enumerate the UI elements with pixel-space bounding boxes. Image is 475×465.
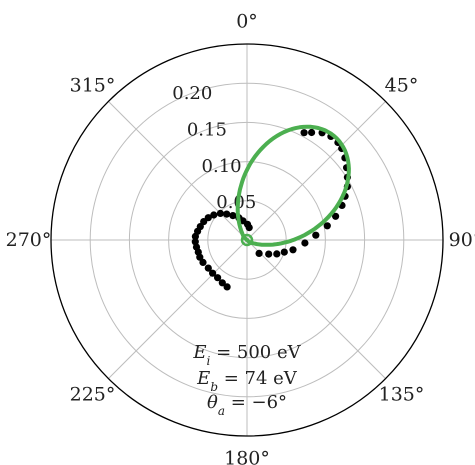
data-point [245, 224, 253, 232]
data-point [255, 249, 263, 257]
polar-grid [50, 43, 444, 437]
angular-gridline-7 [108, 101, 248, 241]
fit-curve-lobe [235, 124, 351, 247]
data-point [300, 129, 308, 137]
data-point [280, 248, 288, 256]
data-point [210, 211, 218, 219]
angular-gridline-3 [246, 239, 386, 379]
data-point [308, 128, 316, 137]
data-point [214, 274, 222, 282]
radial-tick-label-3: 0.20 [172, 83, 212, 104]
polar-outline [50, 43, 444, 437]
data-point [223, 210, 231, 218]
angle-tick-label-315: 315° [70, 75, 116, 97]
angle-tick-label-180: 180° [224, 448, 270, 465]
data-series [191, 124, 351, 291]
data-point [191, 238, 199, 246]
angle-tick-label-225: 225° [70, 384, 116, 406]
data-point [218, 279, 226, 287]
data-point [199, 258, 207, 266]
angle-tick-label-90: 90° [449, 229, 475, 251]
data-point [216, 209, 224, 217]
angle-tick-label-0: 0° [236, 11, 258, 33]
data-point [209, 269, 217, 277]
data-point [204, 264, 212, 272]
data-point [204, 214, 212, 222]
radial-tick-label-1: 0.10 [202, 156, 242, 177]
angle-tick-labels: 0° 45° 90° 135° 180° 225° 270° 315° [6, 11, 475, 465]
annotation-line-1: Eb = 74 eV [196, 368, 298, 394]
fit-curve-origin-ring [240, 233, 254, 247]
radial-tick-label-2: 0.15 [187, 120, 227, 141]
data-point [273, 250, 281, 258]
angular-gridline-5 [108, 239, 248, 379]
data-point [229, 212, 237, 220]
data-point [312, 231, 320, 239]
data-point [289, 246, 297, 254]
angle-tick-label-135: 135° [379, 384, 425, 406]
radial-tick-labels: 0.050.100.150.20 [172, 83, 256, 213]
data-point [223, 283, 231, 291]
data-point [265, 250, 273, 258]
data-point [332, 212, 340, 220]
annotation-line-0: Ei = 500 eV [192, 342, 301, 368]
angle-tick-label-270: 270° [6, 229, 52, 251]
annotation-line-2: θa = −6° [207, 392, 287, 418]
angle-tick-label-45: 45° [385, 75, 419, 97]
data-point [301, 239, 309, 247]
angular-gridline-1 [246, 101, 386, 241]
data-point [323, 222, 331, 230]
